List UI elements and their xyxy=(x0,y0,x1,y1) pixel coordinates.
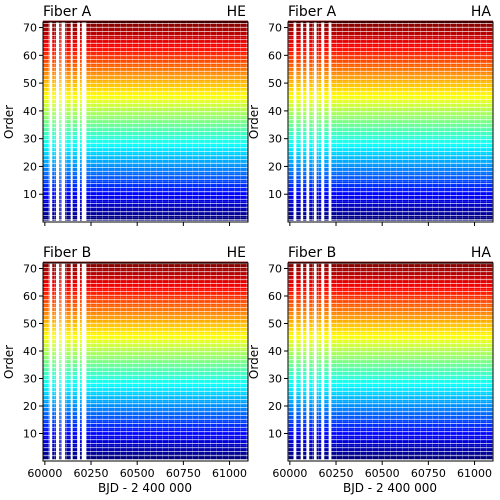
data-gap xyxy=(81,22,87,222)
y-tick-label: 70 xyxy=(268,22,282,35)
data-gap xyxy=(70,263,73,461)
data-gap xyxy=(313,22,317,222)
y-tick-label: 60 xyxy=(23,290,37,303)
x-tick-label: 60750 xyxy=(166,467,201,480)
axes-frame xyxy=(287,21,494,223)
y-tick-label: 50 xyxy=(268,318,282,331)
y-tick-label: 30 xyxy=(23,373,37,386)
y-tick-label: 50 xyxy=(268,77,282,90)
y-tick-label: 10 xyxy=(268,428,282,441)
data-gap xyxy=(70,22,73,222)
panel-title-right: HA xyxy=(471,4,492,20)
y-tick-label: 20 xyxy=(23,160,37,173)
data-gap xyxy=(77,22,80,222)
y-tick-label: 50 xyxy=(23,77,37,90)
y-tick-label: 70 xyxy=(268,263,282,276)
epoch-separator-overlay xyxy=(43,22,248,222)
data-gap xyxy=(77,263,80,461)
panel-title-left: Fiber A xyxy=(288,4,337,20)
y-tick-label: 40 xyxy=(23,345,37,358)
y-axis-label-top-left: Order xyxy=(2,105,16,139)
y-tick-label: 20 xyxy=(268,160,282,173)
y-tick-label: 40 xyxy=(268,345,282,358)
y-tick-label: 40 xyxy=(23,105,37,118)
y-tick-label: 30 xyxy=(268,133,282,146)
y-axis-label-top-right: Order xyxy=(247,105,261,139)
x-tick-label: 60000 xyxy=(27,467,62,480)
data-gap xyxy=(293,22,297,222)
x-axis-label-left: BJD - 2 400 000 xyxy=(98,481,192,495)
data-gap xyxy=(49,263,53,461)
data-gap xyxy=(313,263,317,461)
x-axis-label-right: BJD - 2 400 000 xyxy=(343,481,437,495)
epoch-separator-overlay xyxy=(43,263,248,461)
panel-fiber-b-ha: Fiber B HA 10 20 30 40 50 60 70 60000 60250 60500… xyxy=(268,245,494,480)
data-gap xyxy=(55,22,60,222)
y-tick-label: 10 xyxy=(268,188,282,201)
epoch-separator-overlay xyxy=(288,263,493,461)
x-tick-label: 61000 xyxy=(212,467,247,480)
x-tick-label: 60500 xyxy=(365,467,400,480)
y-axis-label-bottom-left: Order xyxy=(2,345,16,379)
data-gap xyxy=(321,263,325,461)
data-gap xyxy=(321,22,325,222)
data-gap xyxy=(328,22,332,222)
y-tick-label: 10 xyxy=(23,188,37,201)
data-gap xyxy=(300,22,304,222)
panel-fiber-b-he: Fiber B HE 10 20 30 40 50 60 70 60000 60250 60500… xyxy=(23,245,249,480)
panel-title-left: Fiber B xyxy=(288,245,336,261)
y-tick-label: 30 xyxy=(268,373,282,386)
y-tick-label: 10 xyxy=(23,428,37,441)
panel-title-right: HE xyxy=(227,245,246,261)
y-tick-label: 20 xyxy=(23,400,37,413)
y-tick-label: 60 xyxy=(23,49,37,62)
y-tick-label: 70 xyxy=(23,263,37,276)
data-gap xyxy=(306,22,310,222)
panel-title-left: Fiber B xyxy=(43,245,91,261)
x-tick-label: 60500 xyxy=(120,467,155,480)
x-tick-label: 60250 xyxy=(319,467,354,480)
axes-frame xyxy=(287,262,494,462)
x-tick-label: 60250 xyxy=(74,467,109,480)
y-axis-label-bottom-right: Order xyxy=(247,345,261,379)
data-gap xyxy=(300,263,304,461)
data-gap xyxy=(81,263,87,461)
y-tick-label: 60 xyxy=(268,49,282,62)
panel-fiber-a-ha: Fiber A HA 10 20 30 40 50 60 70 xyxy=(268,4,494,226)
data-gap xyxy=(306,263,310,461)
data-gap xyxy=(328,263,332,461)
y-tick-label: 40 xyxy=(268,105,282,118)
panel-fiber-a-he: Fiber A HE 10 20 30 40 50 60 70 xyxy=(23,4,249,226)
y-tick-label: 60 xyxy=(268,290,282,303)
y-tick-label: 20 xyxy=(268,400,282,413)
data-gap xyxy=(61,263,66,461)
x-tick-label: 60000 xyxy=(272,467,307,480)
y-tick-label: 70 xyxy=(23,22,37,35)
y-tick-label: 50 xyxy=(23,318,37,331)
axes-frame xyxy=(42,262,249,462)
data-gap xyxy=(55,263,60,461)
panel-title-right: HA xyxy=(471,245,492,261)
data-gap xyxy=(49,22,53,222)
x-tick-label: 61000 xyxy=(457,467,492,480)
epoch-separator-overlay xyxy=(288,22,493,222)
panel-title-right: HE xyxy=(227,4,246,20)
axes-frame xyxy=(42,21,249,223)
data-gap xyxy=(293,263,297,461)
panel-title-left: Fiber A xyxy=(43,4,92,20)
x-tick-label: 60750 xyxy=(411,467,446,480)
y-tick-label: 30 xyxy=(23,133,37,146)
data-gap xyxy=(61,22,66,222)
